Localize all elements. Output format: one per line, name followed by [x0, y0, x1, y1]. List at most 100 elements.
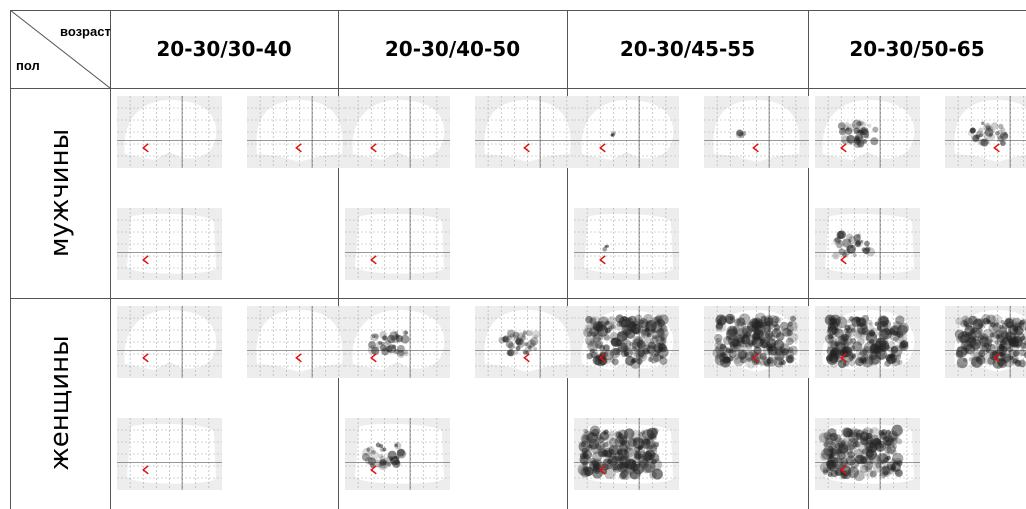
activation-blob	[641, 347, 649, 355]
col-divider-1	[110, 10, 111, 509]
activation-blob	[865, 465, 873, 473]
activation-blob	[880, 459, 885, 464]
activation-blob	[586, 352, 593, 360]
activation-blob	[633, 318, 642, 327]
activation-blob	[840, 345, 852, 358]
activation-blob	[991, 314, 1003, 326]
activation-blob	[393, 348, 400, 355]
activation-blob	[836, 230, 845, 239]
activation-blob	[998, 351, 1003, 357]
activation-blob	[378, 460, 386, 469]
activation-blob	[714, 333, 723, 343]
activation-blob	[869, 344, 880, 355]
activation-blob	[846, 442, 855, 451]
sagittal-view	[574, 96, 679, 168]
activation-blob	[620, 440, 631, 450]
activation-blob	[589, 316, 601, 327]
activation-blob	[874, 321, 880, 327]
activation-blob	[762, 324, 772, 333]
activation-blob	[897, 359, 903, 366]
activation-blob	[739, 356, 747, 364]
activation-blob	[635, 348, 647, 360]
activation-blob	[738, 350, 747, 359]
activation-blob	[980, 344, 990, 355]
activation-blob	[652, 316, 659, 323]
activation-blob	[653, 441, 660, 448]
activation-blob	[955, 350, 964, 359]
activation-blob	[498, 336, 506, 344]
activation-blob	[829, 432, 838, 442]
activation-blob	[643, 460, 656, 473]
activation-blob	[754, 312, 767, 325]
activation-blob	[898, 322, 909, 334]
activation-blob	[780, 359, 786, 366]
activation-blob	[772, 315, 780, 324]
activation-blob	[773, 356, 785, 368]
activation-blob	[372, 459, 377, 463]
activation-blob	[645, 439, 656, 450]
activation-blob	[834, 237, 839, 242]
activation-blob	[864, 133, 870, 139]
activation-blob	[1012, 350, 1020, 357]
activation-blob	[876, 325, 883, 331]
activation-blob	[403, 351, 409, 357]
activation-blob	[394, 443, 398, 448]
activation-blob	[868, 354, 880, 366]
activation-blob	[832, 237, 840, 245]
activation-blob	[527, 345, 532, 350]
activation-blob	[522, 330, 528, 335]
activation-blob	[847, 437, 860, 450]
activation-blob	[867, 319, 873, 326]
activation-blob	[993, 331, 1002, 339]
activation-blob	[884, 436, 890, 443]
activation-blob	[846, 233, 853, 240]
activation-blob	[852, 253, 857, 257]
activation-blob	[849, 244, 854, 249]
activation-blob	[853, 330, 862, 339]
activation-blob	[852, 119, 862, 129]
activation-blob	[850, 338, 857, 344]
activation-blob	[397, 448, 405, 457]
sagittal-view	[345, 96, 450, 168]
activation-blob	[865, 331, 878, 344]
activation-blob	[985, 347, 992, 354]
activation-blob	[895, 354, 902, 360]
activation-blob	[853, 448, 864, 459]
activation-blob	[865, 449, 874, 458]
activation-blob	[378, 453, 384, 459]
activation-blob	[598, 450, 605, 458]
activation-blob	[648, 351, 653, 356]
activation-blob	[659, 356, 668, 365]
activation-blob	[1022, 331, 1026, 342]
activation-blob	[734, 355, 739, 360]
activation-blob	[631, 345, 637, 351]
activation-blob	[367, 457, 376, 466]
activation-blob	[1015, 321, 1021, 327]
activation-blob	[371, 346, 380, 356]
col-divider-4	[808, 10, 809, 509]
activation-blob	[620, 453, 627, 460]
activation-blob	[871, 438, 882, 450]
column-header-2: 20-30/40-50	[384, 37, 521, 61]
row-label-women: женщины	[45, 335, 75, 471]
activation-blob	[994, 340, 999, 345]
activation-blob	[1002, 133, 1009, 139]
activation-blob	[1004, 331, 1017, 343]
activation-blob	[629, 461, 641, 472]
activation-blob	[594, 340, 604, 349]
activation-blob	[887, 341, 896, 349]
activation-blob	[373, 333, 379, 339]
activation-blob	[386, 463, 391, 467]
activation-blob	[531, 330, 541, 339]
activation-blob	[837, 359, 847, 369]
activation-blob	[607, 316, 617, 326]
activation-blob	[582, 466, 594, 477]
activation-blob	[864, 460, 874, 471]
activation-blob	[646, 349, 651, 354]
coronal-view	[475, 306, 580, 378]
activation-blob	[624, 351, 630, 357]
activation-blob	[625, 459, 637, 470]
activation-blob	[753, 328, 761, 336]
activation-blob	[999, 131, 1009, 141]
activation-blob	[850, 328, 856, 334]
